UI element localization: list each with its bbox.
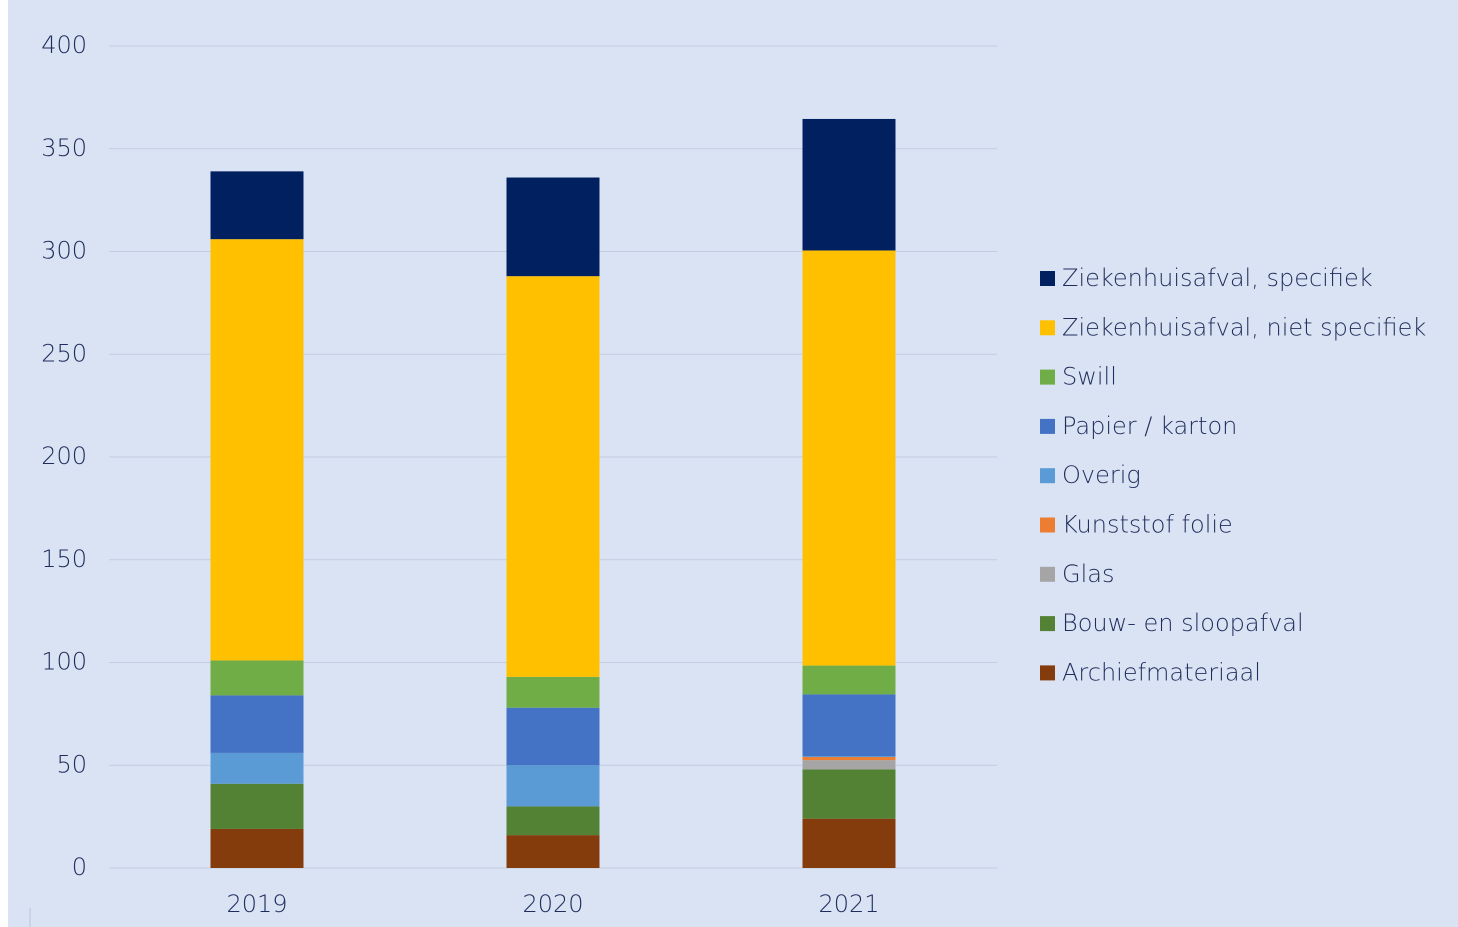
bar-segment xyxy=(210,752,304,784)
bar-segment xyxy=(210,239,304,661)
y-tick-label: 300 xyxy=(41,237,87,265)
bar-segment xyxy=(802,757,896,761)
legend-label: Archiefmateriaal xyxy=(1062,658,1261,686)
bar-segment xyxy=(802,818,896,868)
legend-swatch xyxy=(1040,320,1055,336)
y-tick-label: 400 xyxy=(41,31,87,59)
bar-segment xyxy=(210,171,304,240)
bar-segment xyxy=(802,118,896,251)
y-tick-label: 150 xyxy=(41,545,87,573)
legend-label: Swill xyxy=(1062,363,1117,391)
bar-segment xyxy=(210,828,304,868)
legend-swatch xyxy=(1040,418,1055,434)
bar-segment xyxy=(802,665,896,695)
bar-segment xyxy=(802,756,896,758)
bar-segment xyxy=(210,783,304,829)
x-tick-label: 2020 xyxy=(522,890,583,918)
legend-swatch xyxy=(1040,616,1055,632)
legend-swatch xyxy=(1040,468,1055,484)
y-tick-label: 250 xyxy=(41,339,87,367)
y-tick-label: 200 xyxy=(41,442,87,470)
bar-segment xyxy=(506,765,600,807)
bar-segment xyxy=(210,695,304,753)
bar-segment xyxy=(210,660,304,696)
y-tick-label: 50 xyxy=(56,750,87,778)
bar-segment xyxy=(802,760,896,770)
legend-label: Glas xyxy=(1062,560,1114,588)
bar-segment xyxy=(802,250,896,666)
x-tick-label: 2019 xyxy=(226,890,287,918)
bar-segment xyxy=(506,276,600,677)
legend-label: Overig xyxy=(1062,461,1141,489)
legend-label: Kunststof folie xyxy=(1062,511,1233,539)
legend-swatch xyxy=(1040,517,1055,533)
legend-swatch xyxy=(1040,369,1055,385)
bar-segment xyxy=(802,769,896,819)
bar-segment xyxy=(506,707,600,766)
bar-segment xyxy=(506,676,600,708)
legend-swatch xyxy=(1040,665,1055,681)
legend-label: Bouw- en sloopafval xyxy=(1062,609,1304,637)
bar-segment xyxy=(506,177,600,277)
y-tick-label: 0 xyxy=(72,853,87,881)
bar-segment xyxy=(802,694,896,757)
bar-segment xyxy=(506,835,600,868)
x-tick-label: 2021 xyxy=(818,890,879,918)
legend-label: Ziekenhuisafval, niet specifiek xyxy=(1062,313,1426,341)
bar-segment xyxy=(506,806,600,836)
legend-swatch xyxy=(1040,566,1055,582)
legend-label: Papier / karton xyxy=(1062,412,1237,440)
legend-swatch xyxy=(1040,271,1055,286)
y-tick-label: 100 xyxy=(41,648,87,676)
legend-label: Ziekenhuisafval, specifiek xyxy=(1062,264,1373,292)
y-tick-label: 350 xyxy=(41,134,87,162)
